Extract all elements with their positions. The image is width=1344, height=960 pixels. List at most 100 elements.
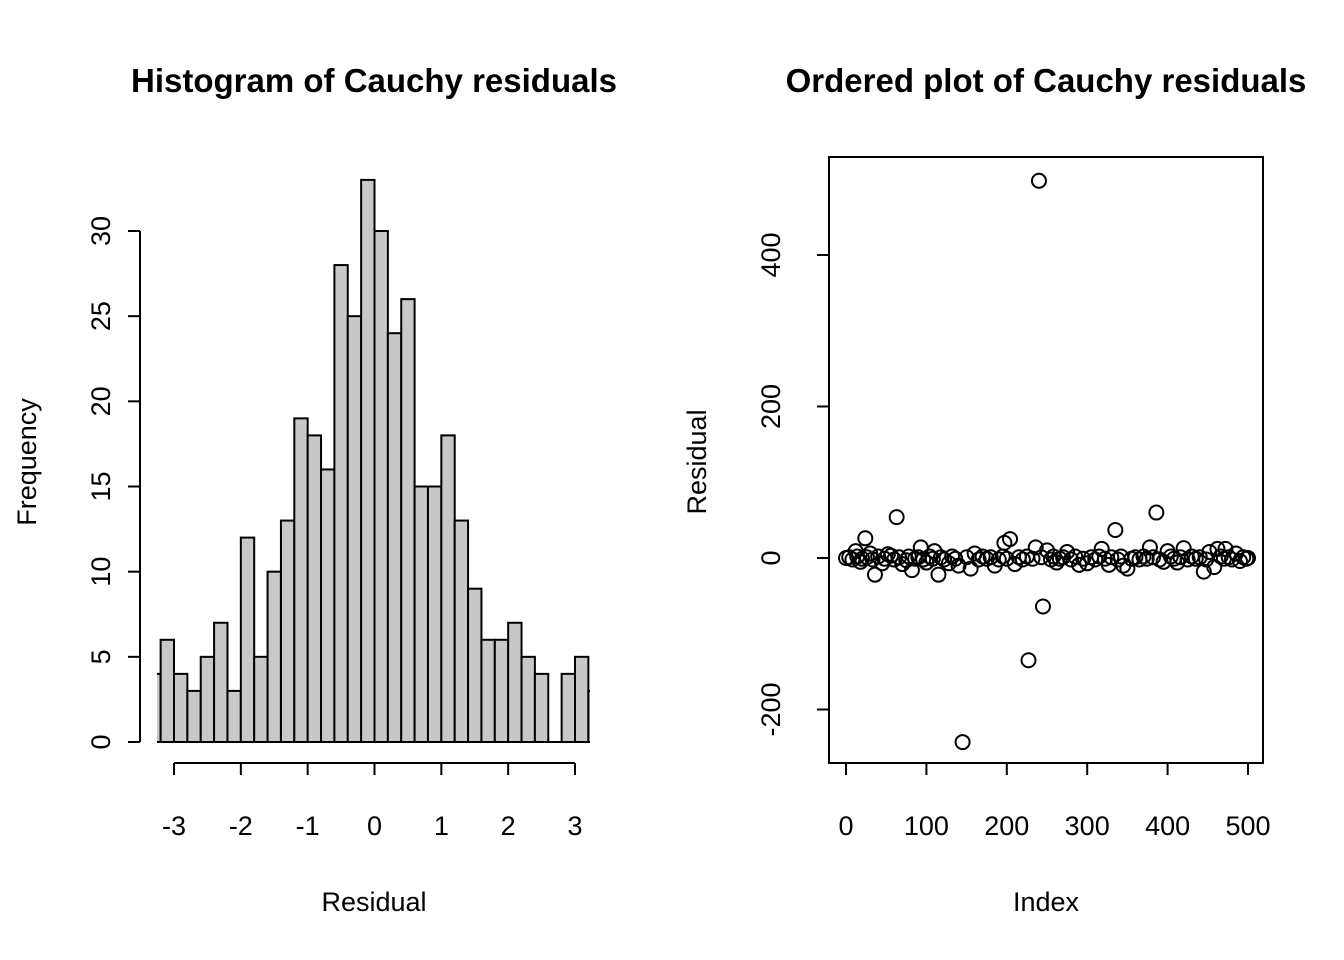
histogram-x-tick-label: 0 (367, 811, 382, 841)
histogram-bar (157, 672, 162, 743)
data-point (1198, 551, 1215, 568)
data-point (1175, 540, 1192, 557)
data-point (1172, 549, 1189, 566)
histogram-ylabel: Frequency (12, 398, 42, 526)
data-point (866, 566, 883, 583)
plot-frame (828, 156, 1264, 764)
histogram-bar (413, 485, 429, 743)
data-point (1138, 550, 1155, 567)
histogram-bar (226, 689, 242, 744)
data-point (883, 547, 900, 564)
histogram-y-tick-label: 15 (86, 471, 116, 501)
histogram-bar (266, 570, 282, 744)
scatter-y-tick-label: 200 (756, 384, 786, 429)
histogram-bar (453, 519, 470, 743)
histogram-y-tick-label: 10 (86, 557, 116, 587)
data-point (1034, 598, 1051, 615)
scatter-x-tick-label: 100 (904, 811, 949, 841)
histogram-bar (360, 178, 376, 743)
histogram-x-tick-label: 2 (501, 811, 516, 841)
data-point (1014, 551, 1031, 568)
scatter-y-tick-label: -200 (756, 682, 786, 736)
histogram-x-tick-label: 1 (434, 811, 449, 841)
data-point (1063, 551, 1080, 568)
histogram-x-tick-label: -1 (296, 811, 320, 841)
histogram-bar (480, 638, 496, 743)
data-point (962, 560, 979, 577)
scatter-x-tick-label: 0 (838, 811, 853, 841)
histogram-bar (574, 655, 590, 743)
histogram-bar (173, 672, 189, 743)
data-point (1195, 563, 1212, 580)
data-point (970, 551, 987, 568)
histogram-bar (400, 298, 416, 743)
data-point (1043, 551, 1060, 568)
histogram-bar (373, 230, 389, 743)
histogram-title: Histogram of Cauchy residuals (131, 62, 617, 99)
scatter-x-tick-label: 200 (984, 811, 1029, 841)
histogram-bar (493, 638, 510, 743)
histogram-bar (440, 434, 456, 743)
histogram-bar (213, 621, 229, 743)
data-point (898, 552, 915, 569)
histogram-bars (157, 178, 590, 744)
data-point (1067, 548, 1084, 565)
histogram-y-tick-label: 5 (86, 649, 116, 664)
data-point (1162, 548, 1179, 565)
histogram-bar (293, 417, 309, 743)
scatter-title: Ordered plot of Cauchy residuals (786, 62, 1307, 99)
data-point (1179, 551, 1196, 568)
data-point (1240, 550, 1256, 566)
histogram-bar (507, 621, 523, 743)
data-point (1030, 172, 1047, 189)
histogram-bar (199, 655, 216, 743)
histogram-bar (426, 485, 443, 743)
scatter-y-tick-label: 0 (756, 550, 786, 565)
scatter-x-tick-label: 500 (1225, 811, 1270, 841)
data-point (1055, 549, 1072, 566)
data-point (1024, 550, 1041, 567)
histogram-bar (333, 264, 349, 743)
histogram-panel: 0 5 10 15 20 25 30 -3 -2 -1 0 1 2 3 (86, 178, 590, 841)
data-point (1075, 550, 1092, 567)
data-point (921, 548, 938, 565)
histogram-y-tick-label: 30 (86, 216, 116, 246)
data-point (1119, 560, 1136, 577)
data-point (990, 551, 1007, 568)
histogram-bar (159, 638, 175, 743)
data-point (982, 549, 999, 566)
scatter-x-tick-label: 300 (1065, 811, 1110, 841)
histogram-bar (186, 689, 202, 744)
data-point (857, 530, 874, 547)
histogram-x-tick-label: -2 (229, 811, 253, 841)
histogram-bar (279, 519, 296, 743)
scatter-ylabel: Residual (682, 409, 712, 514)
histogram-bar (467, 587, 483, 744)
data-point (1107, 521, 1124, 538)
histogram-y-tick-label: 25 (86, 301, 116, 331)
data-point (1033, 549, 1050, 566)
data-point (958, 549, 975, 566)
data-point (936, 551, 953, 568)
histogram-x-tick-label: -3 (162, 811, 186, 841)
data-point (1148, 504, 1165, 521)
histogram-bar (253, 655, 269, 743)
data-point (888, 509, 905, 526)
histogram-bar (587, 689, 590, 744)
histogram-bar (306, 434, 323, 743)
scatter-y-tick-label: 400 (756, 232, 786, 277)
histogram-bar (320, 468, 336, 743)
data-point (1020, 652, 1037, 669)
scatter-panel: 0 100 200 300 400 500 -200 0 200 400 (756, 156, 1271, 841)
data-point (924, 550, 941, 567)
data-point (1212, 548, 1229, 565)
data-point (1135, 548, 1152, 565)
histogram-y-tick-label: 0 (86, 734, 116, 749)
data-point (998, 550, 1015, 567)
histogram-bar (239, 536, 256, 743)
histogram-bar (346, 315, 363, 743)
data-point (1087, 551, 1104, 568)
scatter-x-tick-label: 400 (1145, 811, 1190, 841)
data-point (930, 566, 947, 583)
